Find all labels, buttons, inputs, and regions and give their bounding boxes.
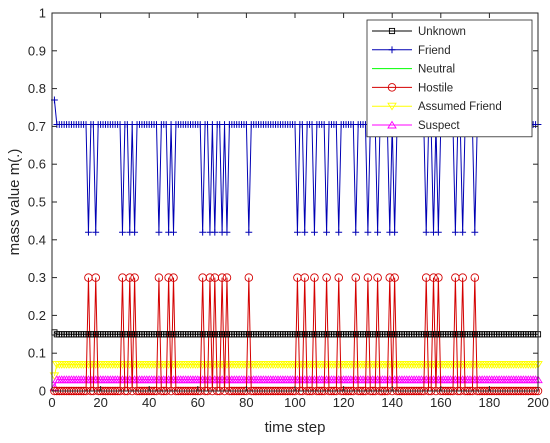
legend-assumed-friend-point	[387, 102, 397, 111]
x-axis-label: time step	[265, 419, 326, 436]
hostile-point	[222, 273, 232, 282]
friend-point	[434, 228, 442, 236]
friend-point	[352, 228, 360, 236]
legend-label: Assumed Friend	[418, 101, 502, 113]
y-tick-label: 0.3	[28, 270, 46, 285]
friend-point	[323, 228, 330, 236]
y-axis-label: mass value m(.)	[6, 149, 23, 256]
legend-item-neutral: Neutral	[372, 64, 455, 76]
friend-point	[211, 228, 219, 236]
y-tick-label: 0.8	[28, 81, 46, 96]
friend-point	[471, 228, 479, 236]
hostile-point	[322, 273, 331, 282]
legend-friend-point	[388, 46, 396, 54]
x-tick-label: 0	[48, 395, 55, 410]
hostile-point	[458, 273, 467, 282]
legend-box	[366, 19, 533, 138]
y-tick-label: 0	[39, 384, 46, 399]
ticks-layer: 0 20 40 60 80 100 120 140 160 180 200 0 0.1 0.2 0.3 0.4…	[28, 6, 549, 411]
friend-point	[364, 228, 372, 236]
hostile-point	[385, 273, 395, 282]
hostile-point	[429, 273, 438, 282]
x-tick-label: 80	[239, 395, 253, 410]
x-tick-label: 200	[527, 395, 549, 410]
hostile-point	[164, 273, 173, 282]
hostile-point	[334, 273, 343, 282]
hostile-point	[154, 273, 164, 282]
friend-point	[311, 228, 318, 236]
friend-point	[374, 228, 382, 236]
x-tick-label: 100	[284, 395, 306, 410]
hostile-point	[205, 273, 215, 282]
friend-point	[199, 228, 207, 236]
y-tick-label: 0.4	[28, 232, 46, 247]
legend-item-assumed-friend: Assumed Friend	[372, 101, 502, 113]
x-tick-label: 60	[191, 395, 205, 410]
legend-label: Unknown	[418, 26, 466, 38]
legend-item-suspect: Suspect	[372, 120, 460, 132]
hostile-point	[125, 273, 135, 282]
series-line-friend	[53, 99, 538, 233]
friend-point	[459, 228, 467, 236]
legend-item-friend: Friend	[372, 45, 451, 57]
friend-point	[301, 228, 309, 236]
y-tick-label: 0.1	[28, 346, 46, 361]
friend-point	[294, 228, 301, 236]
hostile-point	[91, 273, 100, 282]
legend-item-unknown: Unknown	[372, 26, 466, 38]
hostile-point	[470, 273, 480, 282]
friend-point	[85, 228, 92, 236]
friend-point	[422, 228, 430, 236]
x-tick-label: 140	[381, 395, 403, 410]
legend-unknown-point	[388, 27, 396, 35]
y-tick-label: 1	[39, 6, 46, 21]
y-tick-label: 0.2	[28, 308, 46, 323]
hostile-point	[373, 273, 382, 282]
legend-hostile-point	[387, 83, 397, 92]
friend-point	[245, 228, 253, 236]
series-unknown	[51, 329, 542, 338]
friend-point	[391, 228, 399, 236]
legend-label: Neutral	[418, 64, 455, 76]
x-tick-label: 120	[333, 395, 355, 410]
hostile-point	[434, 273, 443, 282]
legend: Unknown Friend Neutral Hostile Assumed Frien…	[366, 19, 533, 138]
x-tick-label: 180	[479, 395, 501, 410]
friend-point	[223, 228, 231, 236]
y-tick-label: 0.5	[28, 195, 46, 210]
legend-label: Hostile	[418, 82, 453, 94]
hostile-point	[351, 273, 361, 282]
friend-point	[155, 228, 163, 236]
hostile-point	[217, 273, 227, 282]
legend-item-hostile: Hostile	[372, 82, 453, 94]
hostile-point	[130, 273, 139, 282]
y-tick-label: 0.7	[28, 119, 46, 134]
hostile-point	[310, 273, 319, 282]
hostile-point	[363, 273, 373, 282]
x-tick-label: 160	[430, 395, 452, 410]
legend-suspect-point	[387, 120, 397, 129]
y-tick-label: 0.6	[28, 157, 46, 172]
hostile-point	[169, 273, 178, 282]
friend-point	[170, 228, 177, 236]
x-tick-label: 20	[93, 395, 107, 410]
legend-label: Suspect	[418, 120, 460, 132]
friend-point	[335, 228, 343, 236]
hostile-point	[300, 273, 309, 282]
legend-label: Friend	[418, 45, 451, 57]
x-tick-label: 40	[142, 395, 156, 410]
friend-point	[131, 228, 139, 236]
hostile-point	[244, 273, 254, 282]
friend-point	[451, 228, 459, 236]
y-tick-label: 0.9	[28, 43, 46, 58]
friend-point	[119, 228, 126, 236]
friend-point	[92, 228, 100, 236]
hostile-point	[390, 273, 399, 282]
